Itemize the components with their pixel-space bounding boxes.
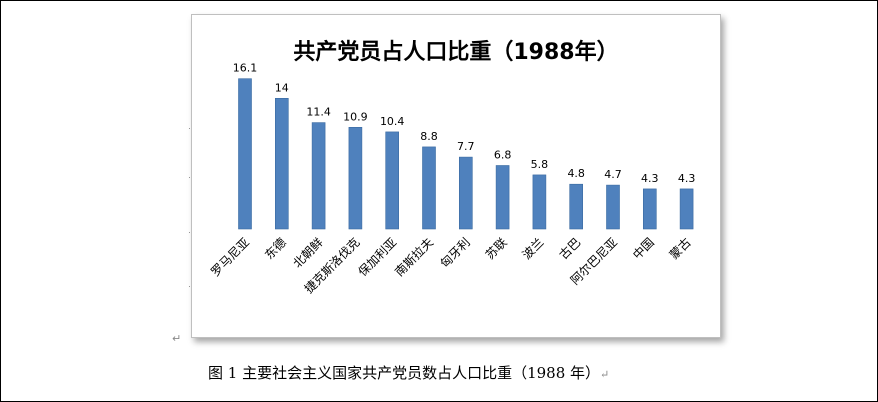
data-label: 7.7: [457, 140, 475, 153]
category-label: 东德: [261, 235, 289, 263]
category-label: 波兰: [520, 235, 547, 262]
category-label: 古巴: [556, 235, 584, 263]
chart-title: 共产党员占人口比重（1988年）: [293, 39, 618, 65]
bar-蒙古: [679, 188, 694, 230]
bar-南斯拉夫: [422, 146, 436, 230]
data-label: 5.8: [531, 158, 549, 171]
ruler-mark: [189, 177, 190, 178]
paragraph-mark: ↵: [600, 368, 610, 381]
bar-匈牙利: [458, 156, 473, 230]
data-label: 10.9: [343, 110, 368, 123]
bar-捷克斯洛伐克: [348, 127, 363, 230]
data-label: 10.4: [380, 115, 405, 128]
bar-中国: [642, 188, 657, 230]
bar-阿尔巴尼亚: [606, 184, 620, 230]
chart-card: 共产党员占人口比重（1988年） 16.1 罗马尼亚 14 东德 11.4 北朝鲜 10.9…: [191, 14, 721, 338]
data-label: 4.7: [604, 168, 622, 181]
bars-layer: 16.1罗马尼亚14东德11.4北朝鲜10.9捷克斯洛伐克10.4保加利亚8.8…: [208, 62, 695, 296]
bar-苏联: [495, 165, 510, 230]
category-label: 南斯拉夫: [392, 235, 437, 280]
data-label: 14: [275, 81, 289, 94]
data-label: 4.8: [567, 167, 585, 180]
data-label: 16.1: [233, 62, 258, 75]
data-label: 6.8: [494, 149, 512, 162]
category-label: 中国: [629, 235, 657, 263]
bar-波兰: [532, 174, 547, 230]
paragraph-mark: ↵: [172, 332, 182, 345]
data-label: 8.8: [420, 130, 438, 143]
ruler-mark: [189, 286, 190, 287]
bar-北朝鲜: [311, 122, 326, 230]
category-label: 北朝鲜: [290, 235, 325, 270]
bar-罗马尼亚: [238, 78, 252, 230]
category-label: 罗马尼亚: [208, 235, 252, 279]
category-label: 蒙古: [666, 235, 694, 263]
data-label: 11.4: [306, 106, 331, 119]
bar-古巴: [569, 183, 584, 230]
bar-chart: 共产党员占人口比重（1988年） 16.1 罗马尼亚 14 东德 11.4 北朝鲜 10.9…: [208, 39, 695, 296]
category-label: 匈牙利: [438, 235, 473, 270]
category-label: 保加利亚: [355, 235, 399, 279]
bar-东德: [275, 98, 289, 230]
caption-text: 图 1 主要社会主义国家共产党员数占人口比重（1988 年）: [208, 364, 601, 382]
ruler-mark: [189, 128, 190, 129]
data-label: 4.3: [678, 172, 696, 185]
data-label: 4.3: [641, 172, 659, 185]
figure-caption: 图 1 主要社会主义国家共产党员数占人口比重（1988 年）↵: [208, 362, 609, 383]
bar-保加利亚: [385, 131, 399, 230]
category-label: 苏联: [483, 235, 510, 262]
ruler-mark: [189, 232, 190, 233]
